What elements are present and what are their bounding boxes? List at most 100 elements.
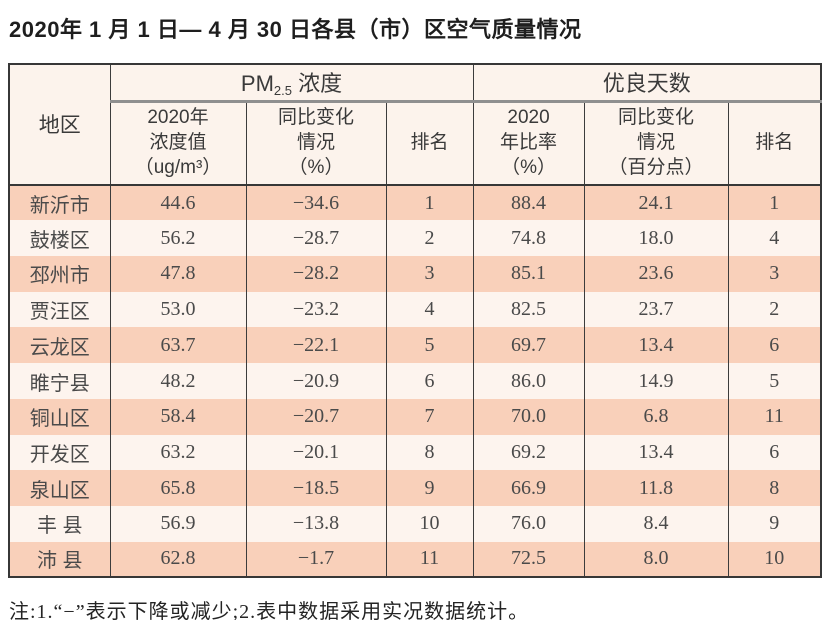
table-row: 云龙区 63.7 −22.1 5 69.7 13.4 6 xyxy=(8,327,822,364)
days-change-cell: 23.7 xyxy=(583,291,729,328)
pm-change-cell: −28.7 xyxy=(245,220,387,257)
table-row: 睢宁县 48.2 −20.9 6 86.0 14.9 5 xyxy=(8,363,822,399)
pm-rank-cell: 5 xyxy=(385,327,474,364)
table-row: 铜山区 58.4 −20.7 7 70.0 6.8 11 xyxy=(8,398,822,435)
days-ratio-cell: 72.5 xyxy=(472,541,585,578)
region-cell: 鼓楼区 xyxy=(8,220,111,257)
region-cell: 铜山区 xyxy=(8,398,111,435)
pm-change-cell: −20.9 xyxy=(245,363,387,399)
pm-change-cell: −34.6 xyxy=(245,184,387,221)
days-change-cell: 14.9 xyxy=(583,363,729,399)
pm-rank-cell: 3 xyxy=(385,256,474,292)
days-rank-cell: 10 xyxy=(727,541,822,578)
days-change-cell: 24.1 xyxy=(583,184,729,221)
region-cell: 开发区 xyxy=(8,434,111,471)
pm-rank-cell: 2 xyxy=(385,220,474,257)
pm-value-cell: 63.7 xyxy=(109,327,247,364)
days-change-cell: 13.4 xyxy=(583,327,729,364)
region-cell: 贾汪区 xyxy=(8,291,111,328)
header-group-good-days: 优良天数 xyxy=(472,64,822,103)
pm-value-cell: 44.6 xyxy=(109,184,247,221)
subheader-days-ratio: 2020 年比率 （%） xyxy=(472,101,585,186)
days-change-cell: 13.4 xyxy=(583,434,729,471)
pm-value-cell: 56.9 xyxy=(109,505,247,542)
pm-change-cell: −28.2 xyxy=(245,256,387,292)
region-cell: 邳州市 xyxy=(8,256,111,292)
days-rank-cell: 5 xyxy=(727,363,822,399)
subheader-days-change: 同比变化 情况 （百分点） xyxy=(583,101,729,186)
page-title: 2020年 1 月 1 日— 4 月 30 日各县（市）区空气质量情况 xyxy=(9,17,582,42)
header-group-pm25: PM2.5 浓度 xyxy=(109,64,474,103)
pm-change-cell: −23.2 xyxy=(245,291,387,328)
days-ratio-cell: 82.5 xyxy=(472,291,585,328)
days-change-cell: 11.8 xyxy=(583,470,729,506)
footnote: 注:1.“−”表示下降或减少;2.表中数据采用实况数据统计。 xyxy=(9,601,530,620)
pm-change-cell: −22.1 xyxy=(245,327,387,364)
pm-change-cell: −1.7 xyxy=(245,541,387,578)
days-change-cell: 23.6 xyxy=(583,256,729,292)
sub-header-row: 2020年 浓度值 （ug/m³） 同比变化 情况 （%） 排名 2020 年比… xyxy=(9,101,822,186)
region-cell: 新沂市 xyxy=(8,184,111,221)
pm-change-cell: −20.1 xyxy=(245,434,387,471)
pm-rank-cell: 8 xyxy=(385,434,474,471)
region-cell: 丰 县 xyxy=(8,505,111,542)
days-change-cell: 6.8 xyxy=(583,398,729,435)
days-ratio-cell: 86.0 xyxy=(472,363,585,399)
table-row: 新沂市 44.6 −34.6 1 88.4 24.1 1 xyxy=(8,184,822,221)
pm25-label-prefix: PM xyxy=(240,71,274,97)
subheader-pm-change: 同比变化 情况 （%） xyxy=(245,101,387,186)
pm-rank-cell: 7 xyxy=(385,398,474,435)
pm-value-cell: 48.2 xyxy=(109,363,247,399)
days-ratio-cell: 85.1 xyxy=(472,256,585,292)
table-body: 新沂市 44.6 −34.6 1 88.4 24.1 1 鼓楼区 56.2 −2… xyxy=(8,184,822,578)
air-quality-table: 地区 PM2.5 浓度 优良天数 2020年 浓度值 （ug/m³） 同比变化 … xyxy=(8,63,823,579)
days-change-cell: 8.0 xyxy=(583,541,729,578)
table-row: 丰 县 56.9 −13.8 10 76.0 8.4 9 xyxy=(8,505,822,542)
days-rank-cell: 9 xyxy=(727,505,822,542)
days-rank-cell: 1 xyxy=(727,184,822,221)
table-row: 邳州市 47.8 −28.2 3 85.1 23.6 3 xyxy=(8,256,822,292)
days-ratio-cell: 70.0 xyxy=(472,398,585,435)
pm-change-cell: −20.7 xyxy=(245,398,387,435)
pm-value-cell: 47.8 xyxy=(109,256,247,292)
pm-value-cell: 63.2 xyxy=(109,434,247,471)
pm-rank-cell: 1 xyxy=(385,184,474,221)
days-rank-cell: 3 xyxy=(727,256,822,292)
pm-rank-cell: 6 xyxy=(385,363,474,399)
pm-change-cell: −18.5 xyxy=(245,470,387,506)
days-rank-cell: 4 xyxy=(727,220,822,257)
pm-rank-cell: 4 xyxy=(385,291,474,328)
days-rank-cell: 6 xyxy=(727,327,822,364)
days-ratio-cell: 66.9 xyxy=(472,470,585,506)
region-cell: 泉山区 xyxy=(8,470,111,506)
subheader-pm-value: 2020年 浓度值 （ug/m³） xyxy=(109,101,247,186)
pm-value-cell: 53.0 xyxy=(109,291,247,328)
pm-value-cell: 65.8 xyxy=(109,470,247,506)
region-cell: 睢宁县 xyxy=(8,363,111,399)
pm25-label-subscript: 2.5 xyxy=(273,83,292,99)
table-row: 泉山区 65.8 −18.5 9 66.9 11.8 8 xyxy=(8,470,822,506)
days-rank-cell: 2 xyxy=(727,291,822,328)
pm-change-cell: −13.8 xyxy=(245,505,387,542)
days-change-cell: 18.0 xyxy=(583,220,729,257)
pm-value-cell: 58.4 xyxy=(109,398,247,435)
pm-value-cell: 62.8 xyxy=(109,541,247,578)
days-rank-cell: 6 xyxy=(727,434,822,471)
pm-rank-cell: 11 xyxy=(385,541,474,578)
days-change-cell: 8.4 xyxy=(583,505,729,542)
header-region: 地区 xyxy=(8,64,111,186)
days-ratio-cell: 76.0 xyxy=(472,505,585,542)
table-row: 开发区 63.2 −20.1 8 69.2 13.4 6 xyxy=(8,434,822,471)
group-header-row: 地区 PM2.5 浓度 优良天数 xyxy=(8,64,822,186)
days-rank-cell: 8 xyxy=(727,470,822,506)
pm-rank-cell: 9 xyxy=(385,470,474,506)
table-header: 地区 PM2.5 浓度 优良天数 2020年 浓度值 （ug/m³） 同比变化 … xyxy=(8,64,822,186)
region-cell: 云龙区 xyxy=(8,327,111,364)
subheader-pm-rank: 排名 xyxy=(385,101,474,186)
days-rank-cell: 11 xyxy=(727,398,822,435)
table-row: 贾汪区 53.0 −23.2 4 82.5 23.7 2 xyxy=(8,291,822,328)
table-row: 沛 县 62.8 −1.7 11 72.5 8.0 10 xyxy=(8,541,822,578)
pm-value-cell: 56.2 xyxy=(109,220,247,257)
days-ratio-cell: 88.4 xyxy=(472,184,585,221)
